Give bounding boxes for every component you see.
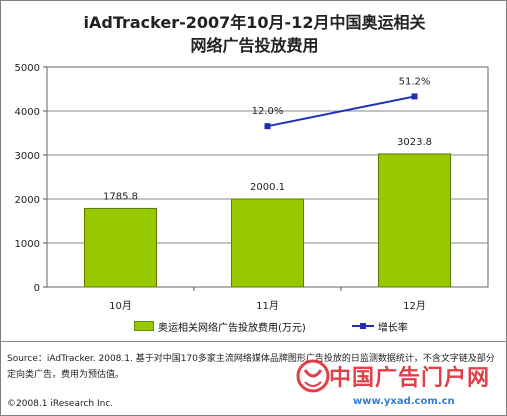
- growth-line: [267, 95, 415, 128]
- bar-value-label: 3023.8: [397, 137, 432, 148]
- y-tick-label: 2000: [15, 195, 40, 206]
- growth-value-label: 51.2%: [399, 76, 431, 87]
- legend-line-swatch: [351, 321, 374, 331]
- growth-value-label: 12.0%: [252, 106, 284, 117]
- legend-line-label: 增长率: [377, 322, 408, 334]
- y-tick-label: 4000: [15, 107, 40, 118]
- y-tick-label: 3000: [15, 151, 40, 162]
- y-tick-label: 5000: [15, 63, 40, 74]
- growth-marker: [264, 123, 271, 130]
- x-tick-label: 11月: [256, 300, 279, 312]
- bar-value-label: 2000.1: [250, 182, 285, 193]
- copyright: ©2008.1 iResearch Inc.: [7, 399, 114, 409]
- watermark-logo-icon: [296, 359, 330, 393]
- watermark-url: www.yxad.com.cn: [353, 396, 455, 407]
- bar-value-label: 1785.8: [103, 191, 138, 202]
- legend-bar-swatch: [134, 321, 154, 331]
- legend-bar-label: 奥运相关网络广告投放费用(万元): [158, 322, 306, 334]
- watermark-text: 中国广告门户网: [329, 365, 491, 391]
- chart-title-line-1: iAdTracker-2007年10月-12月中国奥运相关: [83, 13, 426, 32]
- source-note: Source：iAdTracker. 2008.1. 基于对中国170多家主流网…: [7, 354, 495, 380]
- divider: [1, 341, 506, 342]
- y-tick-label: 0: [34, 283, 40, 294]
- x-tick-label: 12月: [403, 300, 426, 312]
- x-tick-label: 10月: [109, 300, 132, 312]
- y-tick-label: 1000: [15, 239, 40, 250]
- bar: [378, 153, 451, 288]
- chart-plot: 0 1000 2000 3000 4000 5000 10月 1785.8 11月 2000.1 1…: [15, 63, 489, 312]
- chart-title-line-2: 网络广告投放费用: [190, 36, 319, 55]
- watermark-logo: 中国广告门户网 www.yxad.com.cn: [293, 356, 503, 411]
- bar: [84, 207, 157, 288]
- bar: [231, 198, 304, 288]
- chart-legend: 奥运相关网络广告投放费用(万元) 增长率: [134, 319, 408, 334]
- growth-marker: [411, 93, 418, 100]
